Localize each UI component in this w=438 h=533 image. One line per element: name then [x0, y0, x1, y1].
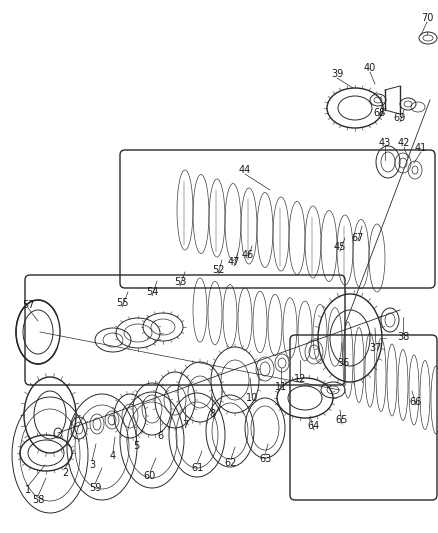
Text: 5: 5 [133, 441, 139, 451]
Text: 41: 41 [414, 143, 426, 153]
Text: 57: 57 [22, 300, 34, 310]
Text: 46: 46 [241, 250, 254, 260]
Text: 11: 11 [274, 382, 286, 392]
Text: 40: 40 [363, 63, 375, 73]
Text: 67: 67 [351, 233, 364, 243]
Text: 42: 42 [397, 138, 409, 148]
Text: 7: 7 [181, 420, 188, 430]
Text: 69: 69 [393, 113, 405, 123]
Text: 66: 66 [409, 397, 421, 407]
Text: 36: 36 [336, 358, 348, 368]
Text: 52: 52 [211, 265, 224, 275]
Text: 2: 2 [62, 468, 68, 478]
Text: 37: 37 [369, 343, 381, 353]
Text: 60: 60 [144, 471, 156, 481]
Text: 64: 64 [307, 421, 319, 431]
Text: 38: 38 [396, 332, 408, 342]
Text: 45: 45 [333, 242, 346, 252]
Text: 4: 4 [110, 451, 116, 461]
Text: 65: 65 [335, 415, 347, 425]
Text: 10: 10 [245, 393, 258, 403]
Text: 43: 43 [378, 138, 390, 148]
Text: 63: 63 [258, 454, 271, 464]
Text: 6: 6 [156, 431, 162, 441]
Text: 55: 55 [116, 298, 128, 308]
Text: 70: 70 [420, 13, 432, 23]
Text: 12: 12 [293, 374, 305, 384]
Text: 61: 61 [191, 463, 203, 473]
Text: 44: 44 [238, 165, 251, 175]
Text: 47: 47 [227, 257, 240, 267]
Text: 62: 62 [224, 458, 237, 468]
Text: 1: 1 [25, 485, 31, 495]
Text: 8: 8 [208, 409, 215, 419]
Text: 54: 54 [145, 287, 158, 297]
Text: 39: 39 [330, 69, 343, 79]
Text: 59: 59 [88, 483, 101, 493]
Text: 53: 53 [173, 277, 186, 287]
Text: 68: 68 [372, 108, 384, 118]
Text: 3: 3 [89, 460, 95, 470]
Text: 58: 58 [32, 495, 44, 505]
